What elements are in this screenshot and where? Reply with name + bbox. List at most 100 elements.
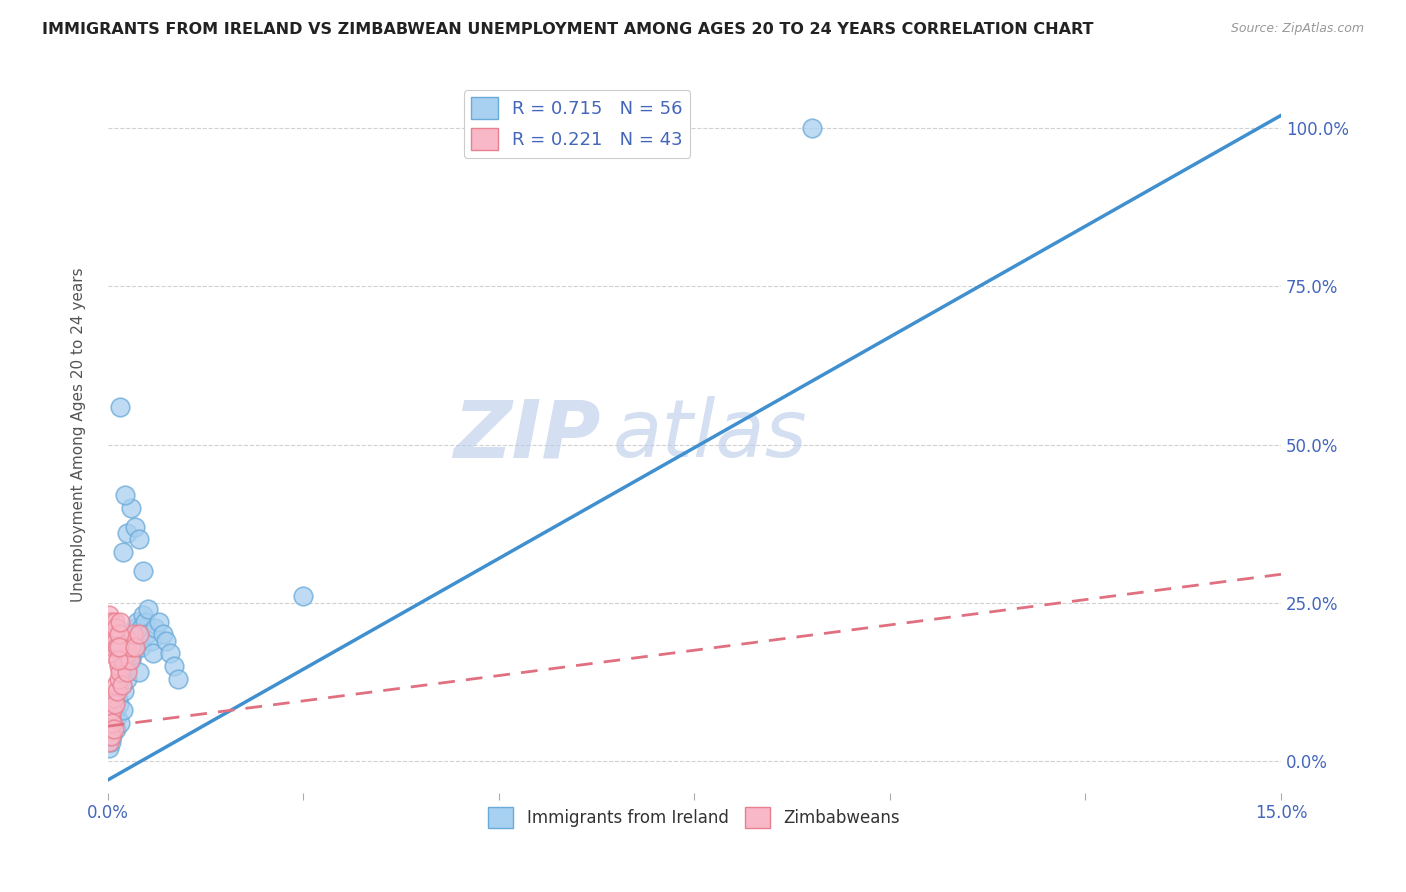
Point xyxy=(100,729,122,743)
Point xyxy=(112,545,135,559)
Point xyxy=(104,633,127,648)
Point xyxy=(98,627,121,641)
Point xyxy=(114,488,136,502)
Point xyxy=(122,627,145,641)
Point xyxy=(100,709,122,723)
Point xyxy=(163,659,186,673)
Point xyxy=(104,678,127,692)
Point xyxy=(132,608,155,623)
Point xyxy=(124,621,146,635)
Point xyxy=(98,741,121,756)
Point xyxy=(108,697,131,711)
Point xyxy=(100,716,122,731)
Point xyxy=(167,672,190,686)
Text: ZIP: ZIP xyxy=(453,396,600,474)
Point xyxy=(117,647,139,661)
Point xyxy=(124,520,146,534)
Point xyxy=(139,633,162,648)
Point xyxy=(100,723,122,737)
Point xyxy=(152,627,174,641)
Point xyxy=(108,640,131,654)
Point xyxy=(105,709,128,723)
Point xyxy=(105,640,128,654)
Point xyxy=(121,647,143,661)
Point xyxy=(142,647,165,661)
Point xyxy=(110,665,132,680)
Point xyxy=(800,121,823,136)
Point xyxy=(98,723,121,737)
Point xyxy=(127,615,149,629)
Point xyxy=(101,729,124,743)
Point xyxy=(138,602,160,616)
Point xyxy=(98,729,121,743)
Point xyxy=(103,723,125,737)
Point xyxy=(103,640,125,654)
Point xyxy=(565,121,588,136)
Point xyxy=(120,500,142,515)
Point xyxy=(121,627,143,641)
Point xyxy=(108,659,131,673)
Point xyxy=(105,621,128,635)
Text: Source: ZipAtlas.com: Source: ZipAtlas.com xyxy=(1230,22,1364,36)
Text: IMMIGRANTS FROM IRELAND VS ZIMBABWEAN UNEMPLOYMENT AMONG AGES 20 TO 24 YEARS COR: IMMIGRANTS FROM IRELAND VS ZIMBABWEAN UN… xyxy=(42,22,1094,37)
Point xyxy=(110,716,132,731)
Point xyxy=(101,621,124,635)
Point xyxy=(120,653,142,667)
Point xyxy=(107,690,129,705)
Point xyxy=(97,608,120,623)
Point xyxy=(117,526,139,541)
Point xyxy=(125,633,148,648)
Point xyxy=(129,640,152,654)
Point xyxy=(100,615,122,629)
Point xyxy=(155,633,177,648)
Point xyxy=(117,653,139,667)
Point xyxy=(132,564,155,578)
Point xyxy=(131,621,153,635)
Point xyxy=(143,621,166,635)
Point xyxy=(98,735,121,749)
Point xyxy=(101,703,124,717)
Point xyxy=(101,716,124,731)
Point xyxy=(135,627,157,641)
Point xyxy=(118,640,141,654)
Point xyxy=(112,653,135,667)
Point xyxy=(110,615,132,629)
Point xyxy=(159,647,181,661)
Point xyxy=(120,640,142,654)
Point xyxy=(111,678,134,692)
Legend: Immigrants from Ireland, Zimbabweans: Immigrants from Ireland, Zimbabweans xyxy=(482,801,907,834)
Point xyxy=(98,723,121,737)
Point xyxy=(103,716,125,731)
Point xyxy=(98,647,121,661)
Point xyxy=(115,672,138,686)
Point xyxy=(100,735,122,749)
Point xyxy=(111,678,134,692)
Point xyxy=(117,633,139,648)
Point xyxy=(104,703,127,717)
Point xyxy=(110,400,132,414)
Text: atlas: atlas xyxy=(612,396,807,474)
Point xyxy=(128,627,150,641)
Y-axis label: Unemployment Among Ages 20 to 24 years: Unemployment Among Ages 20 to 24 years xyxy=(72,268,86,602)
Point xyxy=(112,659,135,673)
Point xyxy=(120,633,142,648)
Point xyxy=(104,723,127,737)
Point xyxy=(103,627,125,641)
Point xyxy=(134,615,156,629)
Point xyxy=(117,659,139,673)
Point xyxy=(128,627,150,641)
Point xyxy=(104,697,127,711)
Point xyxy=(118,653,141,667)
Point xyxy=(112,703,135,717)
Point xyxy=(128,665,150,680)
Point xyxy=(128,533,150,547)
Point xyxy=(107,653,129,667)
Point xyxy=(148,615,170,629)
Point xyxy=(115,665,138,680)
Point xyxy=(107,672,129,686)
Point xyxy=(107,627,129,641)
Point xyxy=(112,684,135,698)
Point xyxy=(114,640,136,654)
Point xyxy=(100,633,122,648)
Point xyxy=(104,615,127,629)
